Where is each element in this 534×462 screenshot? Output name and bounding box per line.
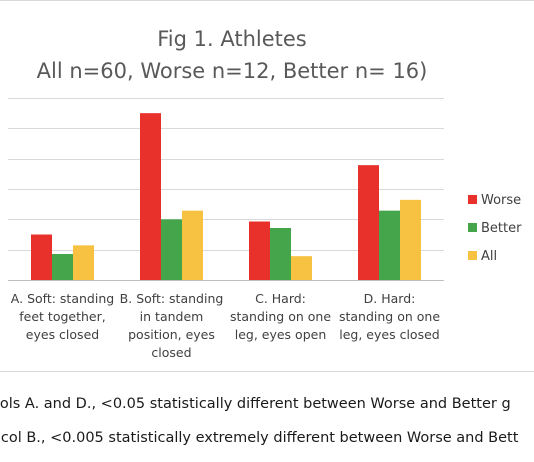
category-label-line: in tandem [140,309,204,324]
category-label-line: feet together, [19,309,105,324]
category-label-line: leg, eyes open [235,327,327,342]
category-label-line: B. Soft: standing [120,291,224,306]
category-label-line: standing on one [339,309,440,324]
bar-better-4 [379,210,400,280]
category-label-line: position, eyes [128,327,215,342]
bar-better-1 [52,254,73,280]
bar-better-3 [270,228,291,280]
bar-chart: Fig 1. Athletes All n=60, Worse n=12, Be… [0,0,534,372]
bar-worse-4 [358,165,379,280]
legend-swatch-all [468,251,477,260]
category-label-line: leg, eyes closed [339,327,439,342]
category-label-line: A. Soft: standing [11,291,114,306]
legend-label-worse: Worse [481,193,521,208]
category-label-2: B. Soft: standing in tandem position, eyes… [120,291,224,360]
chart-frame: Fig 1. Athletes All n=60, Worse n=12, Be… [0,0,534,372]
legend-label-all: All [481,249,497,264]
legend-swatch-worse [468,195,477,204]
bar-all-3 [291,256,312,280]
bar-better-2 [161,219,182,280]
chart-title: Fig 1. Athletes [157,27,307,51]
bar-worse-2 [140,113,161,281]
category-label-line: standing on one [230,309,331,324]
category-label-1: A. Soft: standing feet together, eyes clos… [11,291,114,342]
chart-subtitle: All n=60, Worse n=12, Better n= 16) [37,59,428,83]
bar-all-4 [400,199,421,280]
category-label-line: eyes closed [26,327,99,342]
category-label-line: D. Hard: [364,291,416,306]
bar-all-1 [73,245,94,280]
footnote-protocols-a-d: ocols A. and D., <0.05 statistically dif… [0,396,511,412]
bar-worse-1 [31,234,52,280]
bar-worse-3 [249,221,270,280]
category-label-line: closed [151,345,191,360]
bar-all-2 [182,210,203,280]
category-label-line: C. Hard: [255,291,306,306]
category-label-3: C. Hard: standing on one leg, eyes open [230,291,331,342]
legend-swatch-better [468,223,477,232]
legend-label-better: Better [481,221,522,236]
footnote-protocol-b: ocol B., <0.005 statistically extremely … [0,430,519,446]
category-label-4: D. Hard: standing on one leg, eyes closed [339,291,440,342]
